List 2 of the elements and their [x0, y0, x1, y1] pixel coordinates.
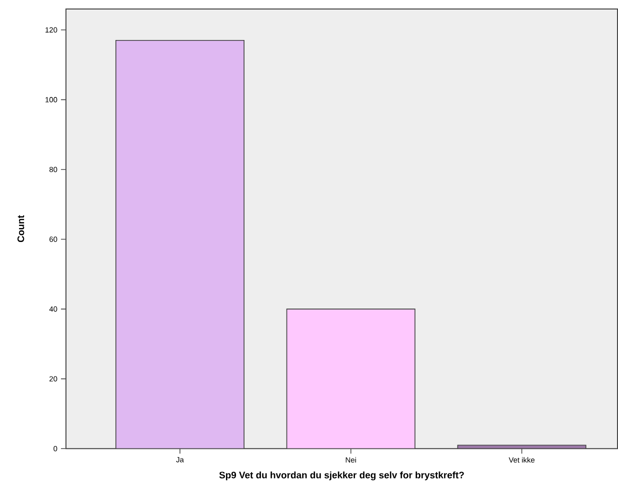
y-axis-title: Count — [17, 215, 24, 242]
x-axis-title: Sp9 Vet du hvordan du sjekker deg selv for brystkreft? — [219, 472, 464, 480]
